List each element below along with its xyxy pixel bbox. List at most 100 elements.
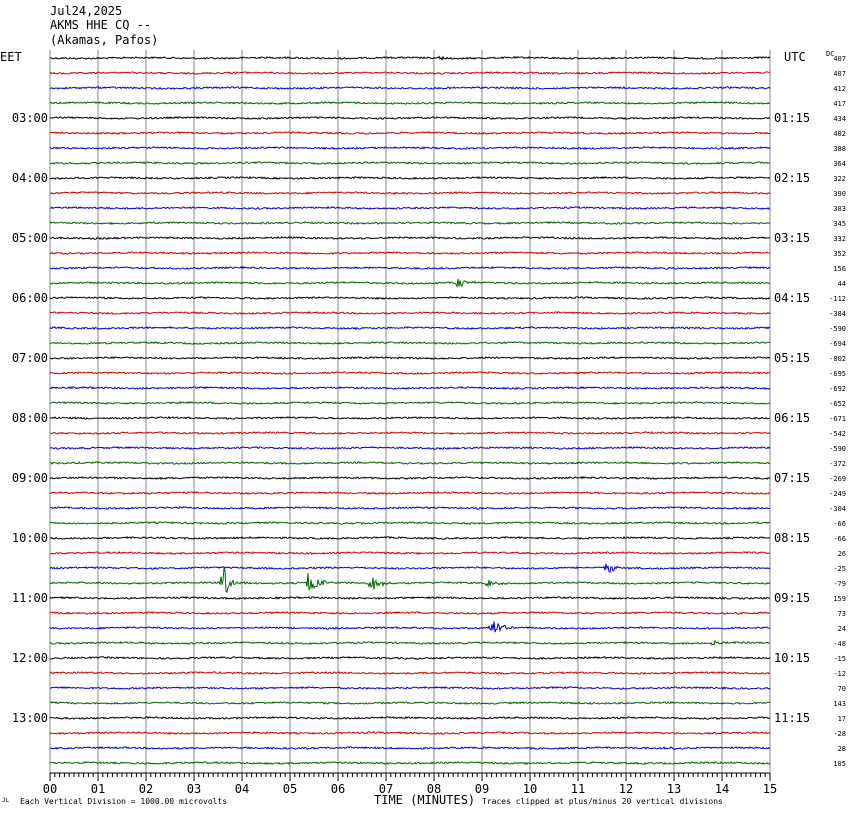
seismic-trace bbox=[49, 490, 771, 495]
right-hour-label: 11:15 bbox=[774, 711, 810, 725]
left-hour-label: 03:00 bbox=[12, 111, 48, 125]
seismic-trace bbox=[50, 356, 771, 360]
seismic-trace bbox=[49, 55, 771, 61]
seismic-trace bbox=[49, 639, 771, 646]
dc-offset-label: 345 bbox=[833, 220, 846, 228]
seismic-trace bbox=[49, 430, 771, 436]
right-hour-label: 01:15 bbox=[774, 111, 810, 125]
dc-offset-label: -802 bbox=[829, 355, 846, 363]
seismic-trace bbox=[49, 731, 771, 735]
seismic-trace bbox=[49, 550, 771, 556]
x-tick-label: 13 bbox=[667, 782, 681, 796]
seismic-trace bbox=[49, 326, 771, 331]
dc-offset-label: 24 bbox=[838, 625, 846, 633]
dc-offset-label: -15 bbox=[833, 655, 846, 663]
seismic-trace bbox=[49, 415, 771, 420]
dc-offset-label: -695 bbox=[829, 370, 846, 378]
dc-offset-label: 390 bbox=[833, 190, 846, 198]
dc-offset-label: 156 bbox=[833, 265, 846, 273]
dc-offset-label: -66 bbox=[833, 520, 846, 528]
seismic-trace bbox=[49, 745, 771, 750]
x-tick-label: 03 bbox=[187, 782, 201, 796]
header-station: AKMS HHE CQ -- bbox=[50, 18, 152, 32]
seismic-trace bbox=[49, 71, 770, 76]
dc-offset-label: 44 bbox=[838, 280, 846, 288]
left-hour-label: 06:00 bbox=[12, 291, 48, 305]
dc-offset-label: -372 bbox=[829, 460, 846, 468]
seismic-trace bbox=[49, 131, 771, 135]
x-tick-label: 01 bbox=[91, 782, 105, 796]
x-tick-label: 09 bbox=[475, 782, 489, 796]
dc-offset-label: 322 bbox=[833, 175, 846, 183]
dc-offset-label: 402 bbox=[833, 130, 846, 138]
x-tick-label: 15 bbox=[763, 782, 777, 796]
seismic-trace bbox=[49, 596, 771, 600]
seismic-trace bbox=[49, 621, 771, 633]
dc-offset-label: 388 bbox=[833, 145, 846, 153]
x-tick-label: 08 bbox=[427, 782, 441, 796]
dc-offset-label: -12 bbox=[833, 670, 846, 678]
dc-offset-label: 159 bbox=[833, 595, 846, 603]
left-hour-label: 04:00 bbox=[12, 171, 48, 185]
seismic-trace bbox=[49, 386, 771, 390]
dc-offset-label: 17 bbox=[838, 715, 846, 723]
left-hour-label: 11:00 bbox=[12, 591, 48, 605]
seismic-trace bbox=[49, 251, 771, 256]
seismic-trace bbox=[49, 296, 771, 300]
seismic-trace bbox=[49, 656, 771, 660]
seismic-trace bbox=[49, 160, 771, 165]
left-hour-label: 10:00 bbox=[12, 531, 48, 545]
seismic-trace bbox=[49, 86, 771, 90]
logo-mark: JL bbox=[2, 797, 10, 804]
dc-offset-label: -304 bbox=[829, 505, 846, 513]
dc-offset-label: -112 bbox=[829, 295, 846, 303]
dc-offset-label: -48 bbox=[833, 640, 846, 648]
dc-offset-label: -694 bbox=[829, 340, 846, 348]
x-axis-title: TIME (MINUTES) bbox=[374, 793, 476, 807]
trace-layer bbox=[49, 55, 771, 766]
x-tick-label: 06 bbox=[331, 782, 345, 796]
dc-offset-label: 412 bbox=[833, 85, 846, 93]
dc-offset-label: -590 bbox=[829, 325, 846, 333]
seismic-trace bbox=[49, 371, 771, 375]
dc-offset-label: 364 bbox=[833, 160, 846, 168]
right-hour-label: 05:15 bbox=[774, 351, 810, 365]
seismic-trace bbox=[49, 265, 771, 270]
right-hour-label: 04:15 bbox=[774, 291, 810, 305]
left-hour-label: 08:00 bbox=[12, 411, 48, 425]
seismic-trace bbox=[49, 401, 771, 405]
dc-offset-label: -590 bbox=[829, 445, 846, 453]
dc-offset-label: 417 bbox=[833, 100, 846, 108]
dc-offset-label: -652 bbox=[829, 400, 846, 408]
right-hour-label: 08:15 bbox=[774, 531, 810, 545]
seismic-trace bbox=[49, 475, 771, 480]
dc-offset-label: 143 bbox=[833, 700, 846, 708]
seismic-trace bbox=[49, 761, 770, 766]
scale-note: Each Vertical Division = 1000.00 microvo… bbox=[20, 797, 228, 806]
seismic-trace bbox=[49, 670, 771, 675]
left-hour-label: 05:00 bbox=[12, 231, 48, 245]
left-hour-label: 13:00 bbox=[12, 711, 48, 725]
seismic-trace bbox=[49, 341, 771, 345]
seismic-trace bbox=[49, 716, 771, 721]
right-hour-label: 09:15 bbox=[774, 591, 810, 605]
seismic-trace bbox=[49, 146, 771, 151]
dc-offset-label: -25 bbox=[833, 565, 846, 573]
seismic-trace bbox=[49, 701, 771, 706]
x-tick-label: 07 bbox=[379, 782, 393, 796]
left-hour-label: 12:00 bbox=[12, 651, 48, 665]
x-axis: 00 01 02 03 04 05 06 07 08 09 10 11 12 13 14 15 bbox=[43, 772, 777, 796]
x-tick-label: 12 bbox=[619, 782, 633, 796]
seismic-trace bbox=[49, 506, 771, 510]
dc-column-header: DC bbox=[826, 50, 834, 58]
clip-note: Traces clipped at plus/minus 20 vertical… bbox=[482, 797, 723, 806]
dc-offset-label: -28 bbox=[833, 730, 846, 738]
dc-offset-label: -692 bbox=[829, 385, 846, 393]
right-hour-label: 02:15 bbox=[774, 171, 810, 185]
seismic-trace bbox=[49, 176, 771, 180]
seismic-trace bbox=[49, 278, 771, 289]
seismic-trace bbox=[50, 461, 771, 466]
dc-offset-label: 434 bbox=[833, 115, 846, 123]
dc-offset-label: -269 bbox=[829, 475, 846, 483]
